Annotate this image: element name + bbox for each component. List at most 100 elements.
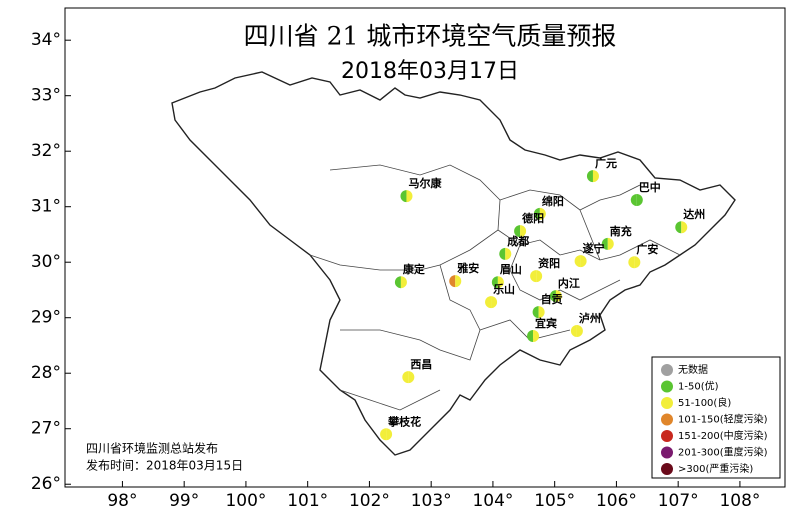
legend-swatch xyxy=(661,364,673,376)
y-tick-label: 30° xyxy=(31,252,61,272)
city-dot-left xyxy=(400,190,407,203)
city-label: 马尔康 xyxy=(408,176,442,190)
footer-text: 发布时间：2018年03月15日 xyxy=(86,458,243,473)
y-tick-label: 33° xyxy=(31,86,61,106)
city-label: 绵阳 xyxy=(542,194,564,208)
x-tick-label: 101° xyxy=(287,491,328,511)
city-dot-left xyxy=(527,330,534,343)
city-label: 攀枝花 xyxy=(387,414,421,428)
city-dot-left xyxy=(491,276,498,289)
footer-text: 四川省环境监测总站发布 xyxy=(86,441,218,456)
x-tick-label: 105° xyxy=(534,491,575,511)
city-dot-right xyxy=(555,290,562,303)
legend-label: 1-50(优) xyxy=(678,380,719,393)
city-dot-left xyxy=(574,255,581,268)
city-dot-right xyxy=(533,330,540,343)
city-dot-left xyxy=(533,207,540,220)
city-dot-left xyxy=(449,275,456,288)
city-dot-left xyxy=(530,270,537,283)
city-marker xyxy=(586,170,599,183)
city-dot-right xyxy=(539,207,546,220)
x-tick-label: 104° xyxy=(472,491,513,511)
city-marker xyxy=(601,237,614,250)
city-marker xyxy=(394,276,407,289)
legend-swatch xyxy=(661,430,673,442)
city-marker xyxy=(533,207,546,220)
city-dot-left xyxy=(675,221,682,234)
city-dot-left xyxy=(628,256,635,269)
legend-label: 151-200(中度污染) xyxy=(678,429,768,442)
city-dot-right xyxy=(386,428,393,441)
legend-label: 51-100(良) xyxy=(678,396,731,409)
city-label: 达州 xyxy=(683,207,705,221)
city-dot-left xyxy=(630,194,637,207)
x-tick-label: 98° xyxy=(107,491,137,511)
legend-swatch xyxy=(661,463,673,475)
city-dot-left xyxy=(402,371,409,384)
city-dot-left xyxy=(532,306,539,319)
prefecture-borders xyxy=(309,164,681,411)
city-label: 乐山 xyxy=(493,282,515,296)
city-marker xyxy=(549,290,562,303)
city-dot-right xyxy=(607,237,614,250)
city-dot-left xyxy=(549,290,556,303)
city-marker xyxy=(630,194,643,207)
city-label: 康定 xyxy=(403,262,425,276)
city-dot-right xyxy=(592,170,599,183)
city-marker xyxy=(499,247,512,260)
legend-label: 无数据 xyxy=(678,363,708,376)
city-label: 南充 xyxy=(610,224,632,238)
city-marker xyxy=(514,225,527,238)
city-dot-right xyxy=(538,306,545,319)
y-tick-label: 34° xyxy=(31,30,61,50)
city-marker xyxy=(485,296,498,309)
city-marker xyxy=(628,256,641,269)
city-dot-left xyxy=(586,170,593,183)
city-dot-right xyxy=(520,225,527,238)
x-tick-label: 103° xyxy=(411,491,452,511)
legend-label: 201-300(重度污染) xyxy=(678,446,768,459)
city-dot-left xyxy=(514,225,521,238)
city-marker xyxy=(570,325,583,338)
city-label: 宜宾 xyxy=(535,316,557,330)
city-dot-right xyxy=(634,256,641,269)
city-dot-left xyxy=(380,428,387,441)
legend-label: >300(严重污染) xyxy=(678,462,753,475)
city-label: 雅安 xyxy=(457,261,479,275)
y-tick-label: 28° xyxy=(31,363,61,383)
x-tick-label: 100° xyxy=(225,491,266,511)
city-label: 广元 xyxy=(595,156,617,170)
x-tick-label: 102° xyxy=(349,491,390,511)
city-marker xyxy=(491,276,504,289)
city-label: 资阳 xyxy=(538,256,560,270)
y-tick-label: 26° xyxy=(31,474,61,494)
city-label: 泸州 xyxy=(579,311,601,325)
map-subtitle: 2018年03月17日 xyxy=(341,59,519,84)
city-marker xyxy=(532,306,545,319)
city-dot-right xyxy=(497,276,504,289)
city-label: 广安 xyxy=(636,242,658,256)
legend-label: 101-150(轻度污染) xyxy=(678,413,768,426)
city-dot-right xyxy=(536,270,543,283)
city-label: 眉山 xyxy=(500,262,522,276)
city-label: 巴中 xyxy=(639,180,661,194)
city-marker xyxy=(574,255,587,268)
legend-swatch xyxy=(661,380,673,393)
city-dot-right xyxy=(681,221,688,234)
legend-box xyxy=(651,356,781,479)
city-dot-right xyxy=(580,255,587,268)
map-title: 四川省 21 城市环境空气质量预报 xyxy=(244,22,617,51)
province-outline xyxy=(171,71,736,456)
legend-swatch xyxy=(661,446,673,459)
x-tick-label: 99° xyxy=(169,491,199,511)
city-marker xyxy=(675,221,688,234)
y-tick-label: 31° xyxy=(31,197,61,217)
x-tick-label: 107° xyxy=(658,491,699,511)
city-marker xyxy=(530,270,543,283)
x-tick-label: 106° xyxy=(596,491,637,511)
city-dot-right xyxy=(408,371,415,384)
city-dot-left xyxy=(570,325,577,338)
city-marker xyxy=(380,428,393,441)
y-tick-label: 29° xyxy=(31,308,61,328)
